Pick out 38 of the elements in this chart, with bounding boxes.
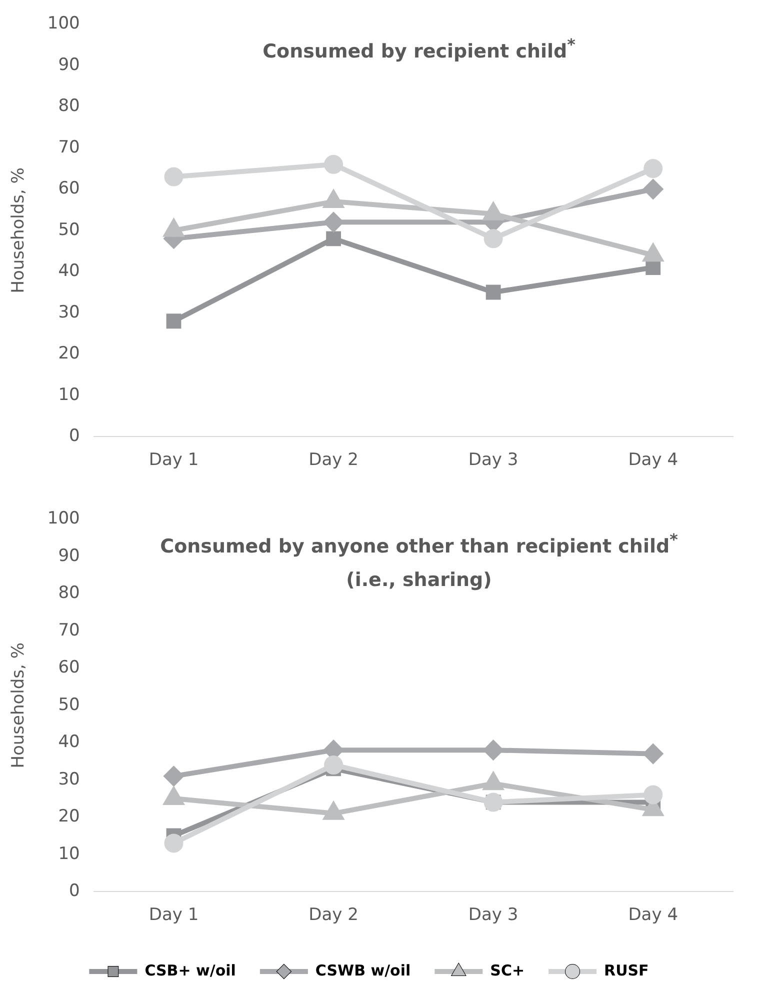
y-axis-title: Households, % xyxy=(8,642,29,768)
y-tick-label: 10 xyxy=(58,844,80,864)
y-tick-label: 30 xyxy=(58,769,80,790)
y-tick-label: 70 xyxy=(58,137,80,158)
y-tick-label: 0 xyxy=(69,881,80,902)
y-tick-label: 50 xyxy=(58,694,80,715)
chart-title: Consumed by anyone other than recipient child$^{*}$ (i.e., sharing) xyxy=(160,530,678,592)
y-tick-label: 50 xyxy=(58,220,80,240)
y-tick-label: 80 xyxy=(58,96,80,116)
y-tick-label: 40 xyxy=(58,732,80,752)
y-tick-label: 20 xyxy=(58,806,80,827)
y-axis-title: Households, % xyxy=(8,168,29,294)
legend-label: CSB+ w/oil xyxy=(144,961,236,980)
x-tick-label: Day 1 xyxy=(148,905,199,926)
legend-label: SC+ xyxy=(490,961,525,980)
x-tick-label: Day 3 xyxy=(468,450,518,470)
y-tick-label: 10 xyxy=(58,384,80,405)
x-tick-label: Day 4 xyxy=(628,905,678,926)
y-tick-label: 30 xyxy=(58,302,80,322)
y-tick-label: 20 xyxy=(58,344,80,364)
y-tick-label: 40 xyxy=(58,261,80,282)
y-tick-label: 90 xyxy=(58,54,80,75)
x-tick-label: Day 3 xyxy=(468,905,518,926)
y-tick-label: 60 xyxy=(58,658,80,678)
x-tick-label: Day 4 xyxy=(628,450,678,470)
x-tick-label: Day 2 xyxy=(308,905,358,926)
y-tick-label: 100 xyxy=(47,508,80,529)
legend-label: CSWB w/oil xyxy=(315,961,411,980)
legend-label: RUSF xyxy=(604,961,649,980)
text: Consumed by recipient child$^{*}$ xyxy=(262,34,576,64)
y-tick-label: 90 xyxy=(58,546,80,566)
x-tick-label: Day 2 xyxy=(308,450,358,470)
y-tick-label: 70 xyxy=(58,620,80,640)
y-tick-label: 60 xyxy=(58,178,80,199)
y-tick-label: 80 xyxy=(58,583,80,604)
x-tick-label: Day 1 xyxy=(148,450,199,470)
y-tick-label: 100 xyxy=(47,14,80,34)
y-tick-label: 0 xyxy=(69,426,80,446)
